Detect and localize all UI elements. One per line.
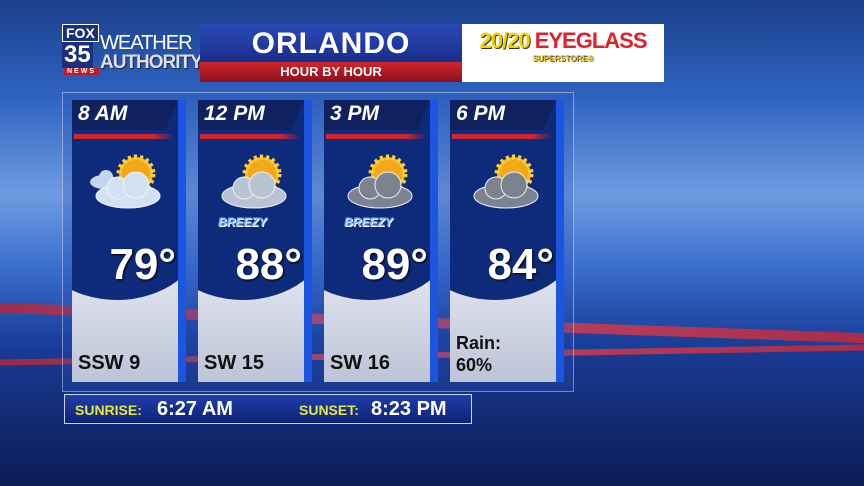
sunrise-time: 6:27 AM (157, 398, 233, 420)
forecast-temp: 79° (109, 240, 176, 289)
cloudy-sun-icon (340, 148, 420, 214)
sponsor-logo: 20/20 EYEGLASS SUPERSTORE® (462, 24, 664, 82)
forecast-wind: SW 15 (204, 352, 265, 374)
forecast-time: 6 PM (456, 102, 506, 125)
forecast-card: 12 PM BREEZY 88° SW 15 (198, 100, 312, 382)
station-logo: FOX 35 NEWS WEATHER AUTHORITY (60, 22, 210, 80)
logo-number: 35 (62, 41, 93, 68)
rain-chance: Rain: 60% (456, 332, 501, 376)
page-title: ORLANDO (200, 24, 462, 62)
mostly-cloudy-icon (214, 148, 294, 214)
rain-label: Rain: (456, 333, 501, 353)
sunrise-label: SUNRISE: (75, 402, 142, 418)
forecast-time: 8 AM (78, 102, 128, 125)
forecast-wind: SSW 9 (78, 352, 141, 374)
forecast-temp: 89° (361, 240, 428, 289)
partly-sunny-icon (88, 148, 168, 214)
logo-authority: AUTHORITY (100, 52, 203, 73)
sunset-time: 8:23 PM (371, 398, 447, 420)
page-subtitle: HOUR BY HOUR (200, 62, 462, 82)
forecast-temp: 84° (487, 240, 554, 289)
logo-weather: WEATHER (100, 32, 193, 54)
sponsor-name-b: EYEGLASS (534, 28, 648, 53)
logo-news: NEWS (64, 68, 99, 75)
cloud-icon (221, 171, 287, 209)
logo-fox: FOX (62, 24, 99, 42)
sponsor-tagline: SUPERSTORE® (532, 54, 594, 63)
card-header (72, 100, 178, 130)
sunset-label: SUNSET: (299, 402, 359, 418)
red-divider (326, 134, 426, 139)
forecast-wind: SW 16 (330, 352, 391, 374)
forecast-card: 3 PM BREEZY 89° SW 16 (324, 100, 438, 382)
cloudy-sun-icon (466, 148, 546, 214)
breezy-badge: BREEZY (344, 215, 393, 229)
rain-value: 60% (456, 355, 493, 375)
card-header (324, 100, 430, 130)
cloud-icon (95, 171, 161, 209)
forecast-card: 6 PM 84° Rain: 60% (450, 100, 564, 382)
forecast-card: 8 AM 79° SSW 9 (72, 100, 186, 382)
card-header (198, 100, 304, 130)
sun-times-bar: SUNRISE: 6:27 AM SUNSET: 8:23 PM (64, 394, 472, 424)
card-header (450, 100, 556, 130)
forecast-temp: 88° (235, 240, 302, 289)
cloud-icon (347, 171, 413, 209)
red-divider (200, 134, 300, 139)
header: FOX 35 NEWS WEATHER AUTHORITY ORLANDO HO… (60, 22, 664, 82)
forecast-time: 3 PM (330, 102, 380, 125)
cloud-icon (473, 171, 539, 209)
red-divider (74, 134, 174, 139)
sponsor-name-a: 20/20 (479, 28, 531, 53)
forecast-time: 12 PM (204, 102, 265, 125)
breezy-badge: BREEZY (218, 215, 267, 229)
red-divider (452, 134, 552, 139)
